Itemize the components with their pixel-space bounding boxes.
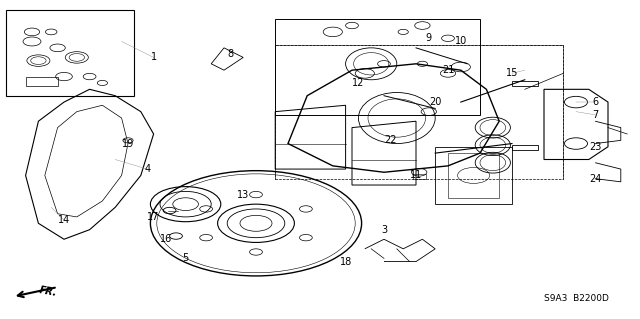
Bar bbox=[26, 77, 58, 86]
Bar bbox=[6, 10, 134, 96]
Bar bbox=[512, 145, 538, 150]
Text: 22: 22 bbox=[384, 135, 397, 145]
Text: 21: 21 bbox=[442, 65, 454, 75]
Text: 12: 12 bbox=[352, 78, 365, 88]
Text: 10: 10 bbox=[454, 36, 467, 47]
Bar bbox=[512, 81, 538, 86]
Text: 1: 1 bbox=[150, 52, 157, 63]
Text: 13: 13 bbox=[237, 189, 250, 200]
Bar bbox=[435, 147, 512, 204]
Text: 4: 4 bbox=[144, 164, 150, 174]
Text: 23: 23 bbox=[589, 142, 602, 152]
Text: S9A3  B2200D: S9A3 B2200D bbox=[544, 294, 609, 303]
Text: 6: 6 bbox=[592, 97, 598, 107]
Text: 19: 19 bbox=[122, 138, 134, 149]
Text: 9: 9 bbox=[426, 33, 432, 43]
Text: 7: 7 bbox=[592, 110, 598, 120]
Text: 17: 17 bbox=[147, 212, 160, 222]
Text: 15: 15 bbox=[506, 68, 518, 78]
Bar bbox=[275, 19, 480, 115]
Text: 16: 16 bbox=[160, 234, 173, 244]
Text: 24: 24 bbox=[589, 174, 602, 184]
Text: 20: 20 bbox=[429, 97, 442, 107]
Text: 14: 14 bbox=[58, 215, 70, 225]
Bar bbox=[413, 174, 426, 179]
Text: 18: 18 bbox=[339, 256, 352, 267]
Text: 8: 8 bbox=[227, 49, 234, 59]
Text: 11: 11 bbox=[410, 170, 422, 181]
Bar bbox=[448, 153, 499, 198]
Text: 3: 3 bbox=[381, 225, 387, 235]
Text: 5: 5 bbox=[182, 253, 189, 263]
Bar bbox=[275, 45, 563, 179]
Text: FR.: FR. bbox=[38, 286, 58, 298]
